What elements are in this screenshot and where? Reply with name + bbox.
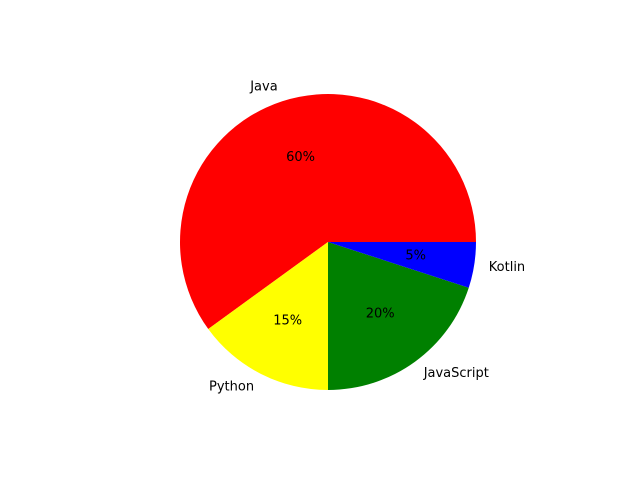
percent-label-python: 15% [273, 314, 302, 329]
pie-slice-python [208, 242, 328, 390]
percent-label-java: 60% [286, 150, 315, 165]
slice-label-kotlin: Kotlin [489, 260, 525, 275]
percent-label-kotlin: 5% [405, 248, 426, 263]
pie-slice-javascript [328, 242, 469, 390]
pie-slices [180, 94, 477, 390]
pie-slice-kotlin [328, 242, 476, 288]
pie-slice-java [180, 94, 477, 329]
pie-labels: Java 60% Python 15% JavaScript 20% Kotlin 5% [209, 80, 525, 395]
slice-label-java: Java [249, 80, 277, 95]
percent-label-javascript: 20% [366, 306, 395, 321]
slice-label-python: Python [209, 380, 254, 395]
slice-label-javascript: JavaScript [423, 366, 489, 381]
